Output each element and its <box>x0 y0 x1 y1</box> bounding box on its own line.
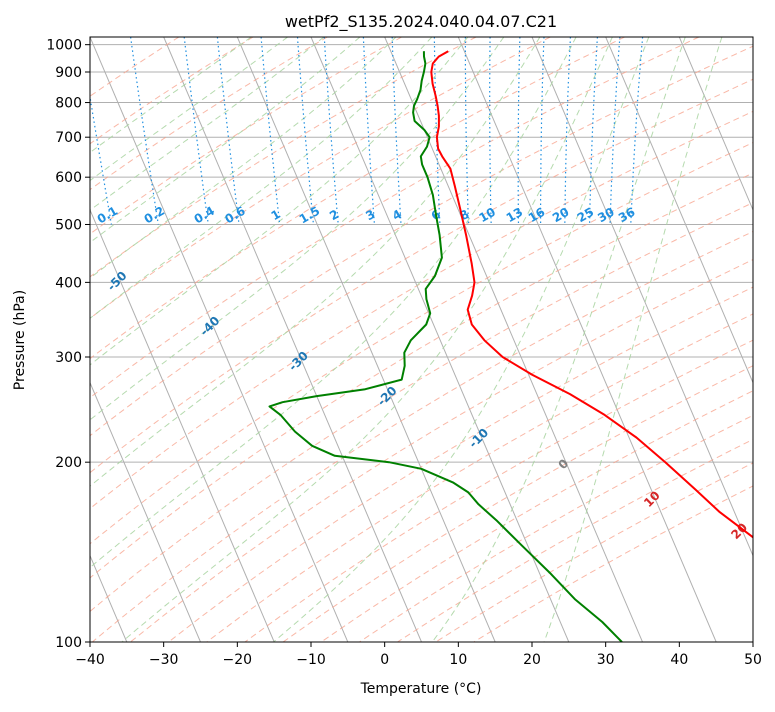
x-tick-label: −40 <box>75 652 105 668</box>
x-tick-label: 0 <box>380 652 389 668</box>
y-tick-label: 700 <box>55 130 82 146</box>
y-tick-label: 900 <box>55 65 82 81</box>
x-tick-label: 30 <box>597 652 615 668</box>
y-axis-title: Pressure (hPa) <box>12 290 28 390</box>
y-tick-label: 300 <box>55 350 82 366</box>
y-tick-label: 600 <box>55 170 82 186</box>
x-tick-label: 40 <box>670 652 688 668</box>
y-tick-label: 1000 <box>46 38 82 54</box>
x-tick-label: 20 <box>523 652 541 668</box>
y-tick-label: 100 <box>55 635 82 651</box>
x-tick-label: −20 <box>223 652 253 668</box>
y-tick-label: 200 <box>55 455 82 471</box>
x-tick-label: −10 <box>296 652 326 668</box>
y-tick-label: 800 <box>55 96 82 112</box>
x-tick-label: 10 <box>449 652 467 668</box>
x-tick-label: 50 <box>744 652 762 668</box>
y-tick-label: 500 <box>55 217 82 233</box>
y-tick-label: 400 <box>55 275 82 291</box>
chart-title: wetPf2_S135.2024.040.04.07.C21 <box>285 12 557 32</box>
x-tick-label: −30 <box>149 652 179 668</box>
x-axis-title: Temperature (°C) <box>360 681 482 697</box>
